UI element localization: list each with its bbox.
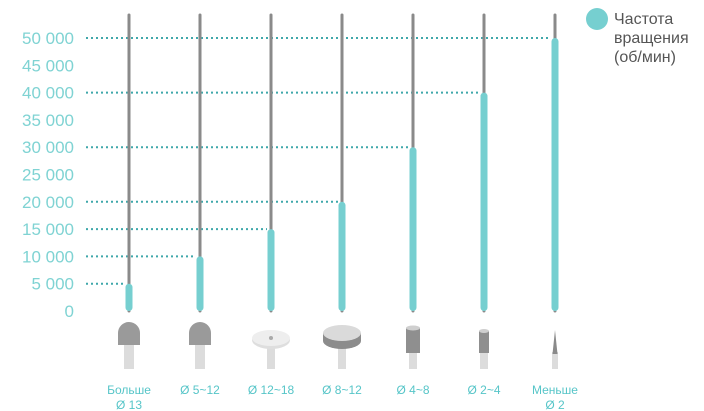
- y-tick-label: 40 000: [22, 84, 74, 103]
- thick-disc-bit-icon: [323, 325, 361, 369]
- y-tick-label: 30 000: [22, 138, 74, 157]
- shank: [480, 352, 488, 369]
- round-head-bit-icon: [189, 322, 211, 369]
- y-tick-label: 45 000: [22, 56, 74, 75]
- category-label: Больше: [107, 383, 151, 397]
- category-label: Ø 8~12: [322, 383, 362, 397]
- shank: [409, 352, 417, 369]
- head-top: [406, 325, 420, 331]
- shank: [552, 352, 558, 369]
- legend: Частота вращения (об/мин): [586, 8, 689, 66]
- y-tick-label: 20 000: [22, 193, 74, 212]
- small-cylinder-bit-icon: [479, 329, 489, 369]
- y-axis-ticks: 50 000 45 000 40 000 35 000 30 000 25 000 20 0…: [22, 29, 74, 321]
- category-label: Ø 4~8: [396, 383, 429, 397]
- disc-center: [269, 336, 273, 340]
- category-label: Ø 5~12: [180, 383, 220, 397]
- tool-icons: [118, 322, 558, 369]
- bar: [125, 283, 133, 311]
- shank: [338, 346, 346, 369]
- bar: [480, 92, 488, 311]
- needle-bit-icon: [552, 330, 558, 369]
- needle: [552, 330, 558, 354]
- head: [406, 328, 420, 353]
- category-label: Меньше: [532, 383, 578, 397]
- category-label: Ø 2~4: [467, 383, 500, 397]
- bar: [409, 147, 417, 311]
- head: [189, 322, 211, 345]
- y-tick-label: 50 000: [22, 29, 74, 48]
- cylinder-bit-icon: [406, 325, 420, 369]
- shank: [124, 343, 134, 369]
- y-tick-label: 10 000: [22, 247, 74, 266]
- category-label: Ø 12~18: [248, 383, 295, 397]
- legend-label-line-2: вращения: [614, 30, 689, 47]
- legend-marker: [586, 8, 608, 30]
- head: [479, 331, 489, 353]
- bar: [551, 38, 559, 311]
- category-label: Ø 2: [545, 398, 565, 411]
- disc-top: [323, 325, 361, 341]
- bars: [125, 38, 559, 311]
- round-head-bit-icon: [118, 322, 140, 369]
- legend-label-line-1: Частота: [614, 11, 673, 28]
- y-tick-label: 5 000: [31, 275, 74, 294]
- thin-disc-bit-icon: [252, 330, 290, 369]
- y-tick-label: 35 000: [22, 111, 74, 130]
- head: [118, 322, 140, 345]
- bar: [267, 229, 275, 311]
- y-tick-label: 0: [65, 302, 74, 321]
- y-tick-label: 15 000: [22, 220, 74, 239]
- shank: [195, 343, 205, 369]
- category-label: Ø 13: [116, 398, 142, 411]
- head-top: [479, 329, 489, 333]
- shank: [267, 342, 275, 369]
- y-tick-label: 25 000: [22, 166, 74, 185]
- bar: [338, 201, 346, 311]
- bar: [196, 256, 204, 311]
- legend-label-line-3: (об/мин): [614, 49, 676, 66]
